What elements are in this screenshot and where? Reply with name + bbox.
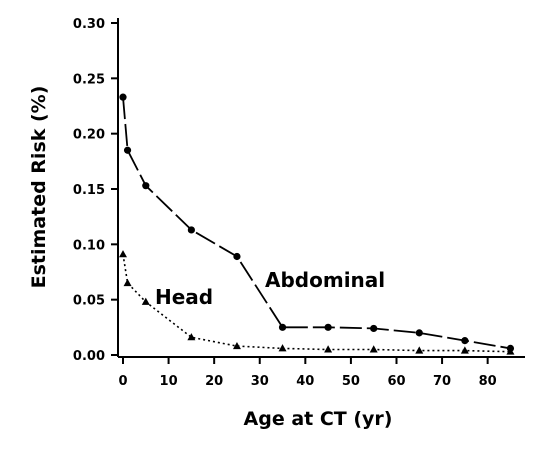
- data-point-head: [278, 344, 287, 352]
- series-lines: [122, 97, 511, 353]
- x-tick-label: 20: [205, 374, 223, 389]
- plot-area: 0.00 0.05 0.10 0.15 0.20 0.25 0.30 0 10 20 30 40 50…: [73, 17, 525, 389]
- y-tick-label: 0.05: [73, 294, 105, 309]
- data-point-head: [506, 347, 515, 355]
- y-tick-label: 0.25: [73, 72, 105, 87]
- x-axis-label: Age at CT (yr): [244, 408, 393, 430]
- x-tick-label: 50: [342, 374, 360, 389]
- data-point-head: [123, 278, 132, 287]
- data-point-head: [460, 346, 469, 354]
- y-ticks: 0.00 0.05 0.10 0.15 0.20 0.25 0.30: [73, 17, 118, 364]
- y-tick-label: 0.30: [73, 17, 105, 32]
- y-tick-label: 0.20: [73, 128, 105, 143]
- data-point-abdominal: [233, 252, 241, 261]
- x-tick-label: 40: [296, 374, 314, 389]
- y-tick-label: 0.15: [73, 183, 105, 198]
- data-point-abdominal: [278, 323, 287, 331]
- series-line-abdominal: [122, 97, 511, 350]
- data-point-head: [141, 297, 150, 305]
- data-point-abdominal: [461, 337, 469, 345]
- data-point-head: [324, 345, 333, 353]
- y-axis-label: Estimated Risk (%): [28, 86, 50, 289]
- x-tick-label: 80: [479, 374, 497, 389]
- x-tick-label: 70: [433, 374, 451, 389]
- data-point-head: [187, 333, 196, 341]
- data-point-abdominal: [324, 323, 332, 331]
- x-tick-label: 0: [118, 374, 127, 389]
- data-point-abdominal: [370, 324, 378, 333]
- y-tick-label: 0.10: [73, 238, 105, 253]
- y-tick-label: 0.00: [73, 349, 105, 364]
- data-point-head: [415, 346, 424, 354]
- x-tick-label: 10: [160, 374, 178, 389]
- series-label-head: Head: [155, 285, 213, 309]
- x-tick-label: 60: [387, 374, 405, 389]
- data-point-abdominal: [123, 146, 132, 154]
- data-point-head: [369, 345, 378, 353]
- data-point-head: [232, 341, 241, 350]
- x-ticks: 0 10 20 30 40 50 60 70 80: [118, 357, 497, 389]
- series-label-abdominal: Abdominal: [265, 268, 385, 292]
- series-markers: [119, 93, 515, 355]
- data-point-abdominal: [142, 182, 150, 190]
- data-point-abdominal: [119, 93, 127, 101]
- data-point-abdominal: [415, 329, 423, 337]
- data-point-abdominal: [187, 226, 195, 234]
- data-point-head: [119, 250, 127, 258]
- x-tick-label: 30: [251, 374, 269, 389]
